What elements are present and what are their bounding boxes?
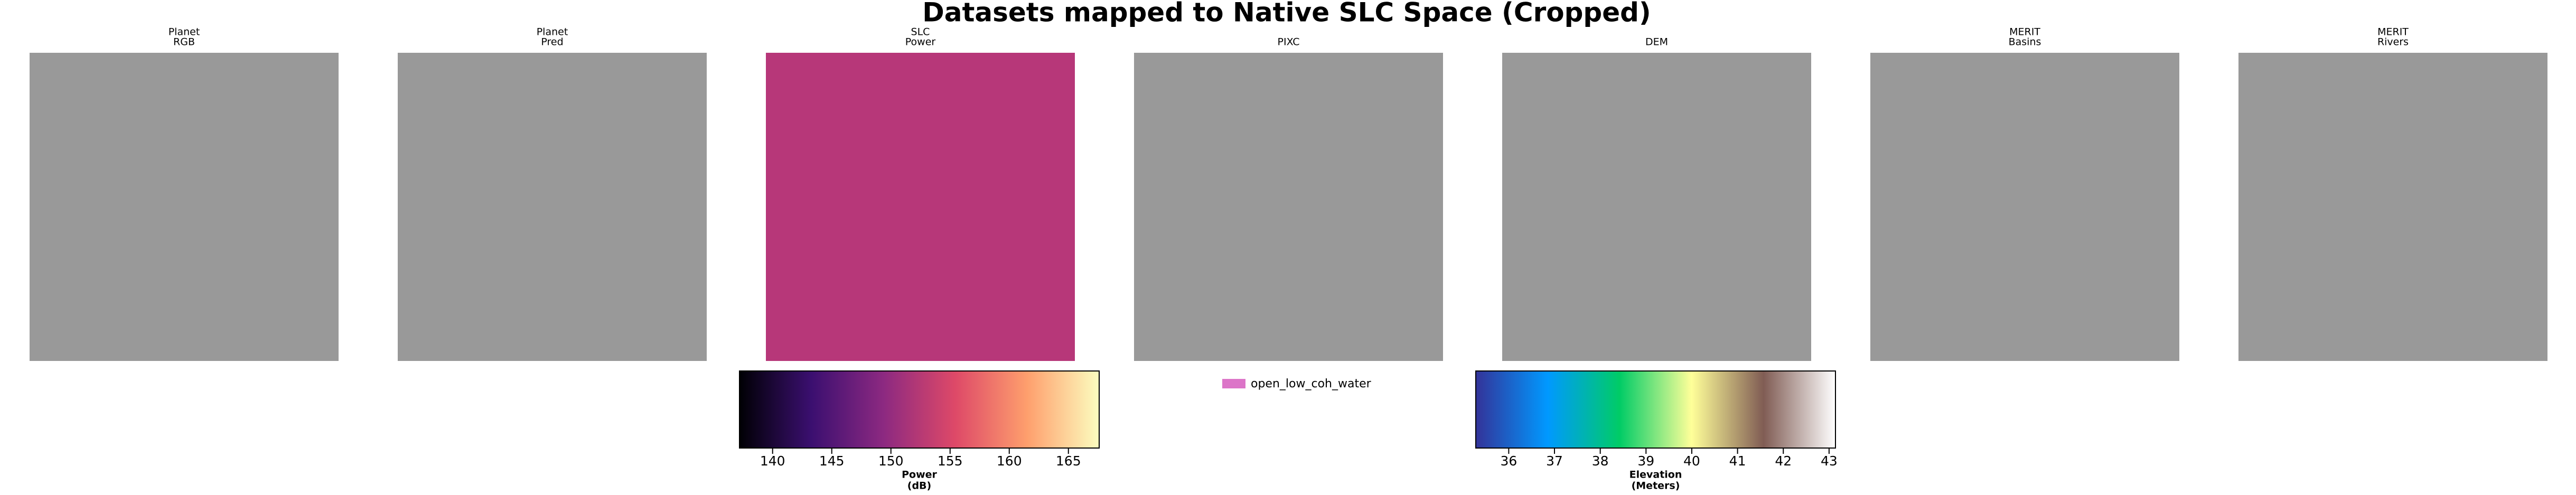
- image-panel: [398, 53, 707, 361]
- x-tick-label: 40: [1683, 453, 1700, 469]
- image-panel: [766, 53, 1075, 361]
- figure-title: Datasets mapped to Native SLC Space (Cro…: [922, 0, 1651, 28]
- image-panel: [1870, 53, 2179, 361]
- panel-title: DEM: [1645, 36, 1668, 48]
- x-tick-label: 145: [819, 453, 845, 469]
- panel-title: Planet: [168, 26, 200, 38]
- panel-title: Basins: [2009, 36, 2041, 48]
- legend-label: open_low_coh_water: [1251, 377, 1372, 391]
- image-panel: [30, 53, 339, 361]
- x-tick-label: 39: [1637, 453, 1654, 469]
- x-tick-label: 160: [997, 453, 1022, 469]
- x-tick-label: 155: [938, 453, 963, 469]
- colorbar: [1475, 370, 1836, 449]
- colorbar-label: Elevation: [1629, 469, 1682, 481]
- x-tick-label: 42: [1775, 453, 1792, 469]
- panel-title: Planet: [537, 26, 568, 38]
- panel-title: Pred: [541, 36, 563, 48]
- x-tick-label: 38: [1592, 453, 1609, 469]
- panel-title: PIXC: [1278, 36, 1300, 48]
- x-tick-label: 150: [878, 453, 904, 469]
- colorbar-label: (dB): [907, 480, 931, 492]
- x-tick-label: 140: [760, 453, 785, 469]
- x-tick-label: 36: [1500, 453, 1517, 469]
- panel-title: Power: [905, 36, 936, 48]
- colorbar-label: (Meters): [1632, 480, 1680, 492]
- panel-title: RGB: [173, 36, 195, 48]
- image-panel: [2238, 53, 2547, 361]
- image-panel: [1134, 53, 1443, 361]
- panel-title: Rivers: [2377, 36, 2409, 48]
- panel-title: SLC: [911, 26, 930, 38]
- x-tick-label: 43: [1821, 453, 1838, 469]
- x-tick-label: 41: [1729, 453, 1746, 469]
- panel-title: MERIT: [2377, 26, 2409, 38]
- legend-swatch: [1222, 379, 1245, 388]
- x-tick-label: 165: [1056, 453, 1081, 469]
- image-panel: [1502, 53, 1811, 361]
- panel-title: MERIT: [2009, 26, 2040, 38]
- colorbar: [739, 370, 1100, 449]
- x-tick-label: 37: [1546, 453, 1563, 469]
- colorbar-label: Power: [902, 469, 937, 481]
